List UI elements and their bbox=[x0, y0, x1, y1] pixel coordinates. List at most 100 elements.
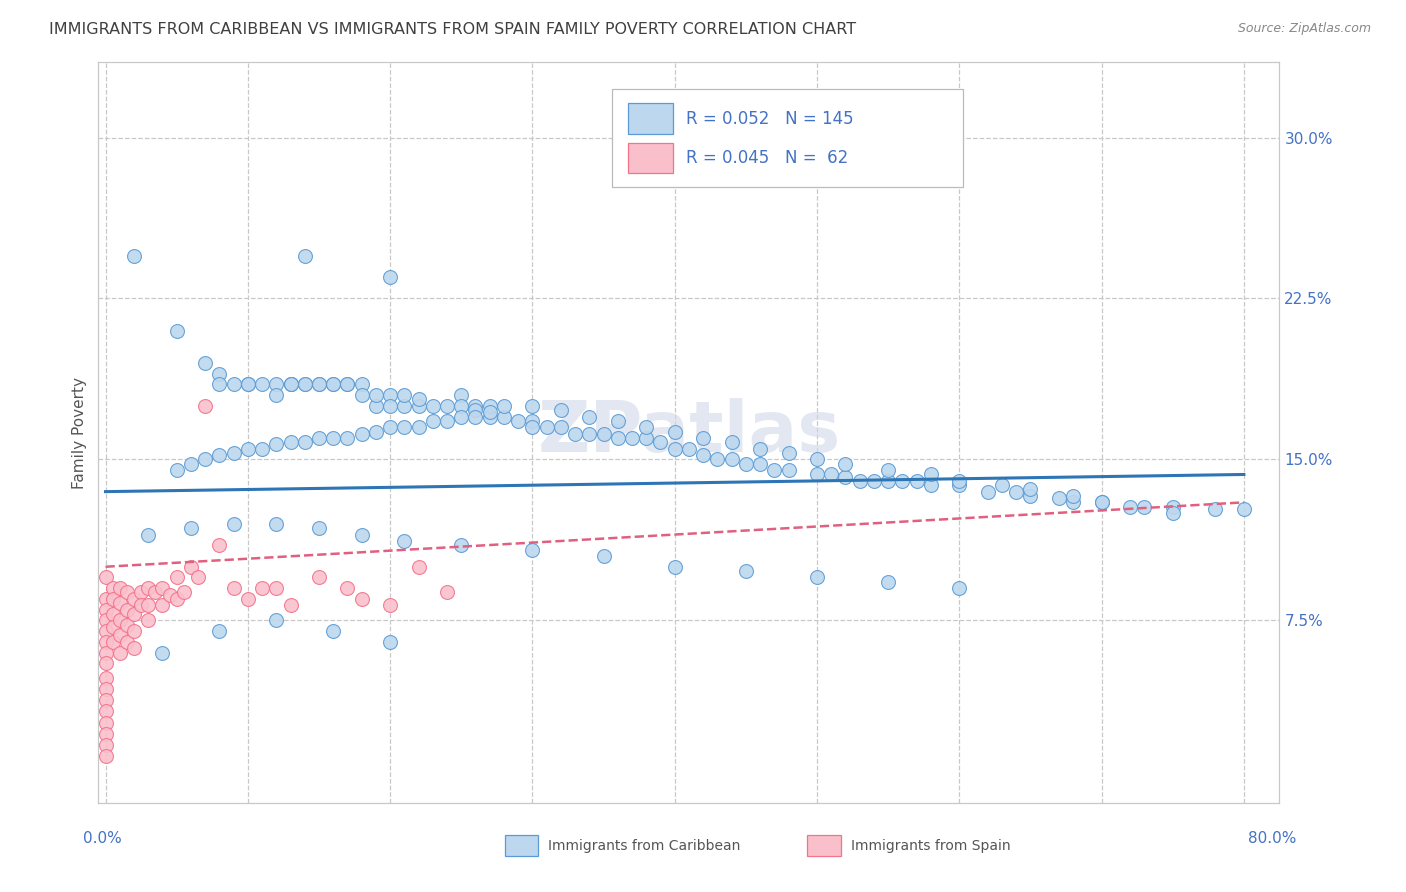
Point bbox=[778, 446, 800, 460]
Point bbox=[94, 738, 117, 752]
Point bbox=[478, 399, 501, 413]
Point bbox=[464, 403, 486, 417]
Point bbox=[720, 452, 742, 467]
Y-axis label: Family Poverty: Family Poverty bbox=[72, 376, 87, 489]
Point bbox=[492, 409, 515, 424]
Point bbox=[378, 388, 401, 402]
Point bbox=[948, 474, 970, 488]
Point bbox=[394, 420, 416, 434]
Point bbox=[1062, 489, 1084, 503]
Point bbox=[336, 377, 359, 392]
Text: R = 0.052   N = 145: R = 0.052 N = 145 bbox=[686, 110, 853, 128]
Point bbox=[364, 399, 387, 413]
Point bbox=[877, 474, 900, 488]
Point bbox=[122, 249, 145, 263]
Point bbox=[378, 420, 401, 434]
Point bbox=[94, 748, 117, 763]
Point bbox=[266, 516, 288, 531]
Point bbox=[350, 377, 373, 392]
Point bbox=[692, 448, 714, 462]
Point bbox=[578, 409, 600, 424]
Point bbox=[94, 704, 117, 718]
Point bbox=[522, 542, 544, 557]
Point bbox=[1062, 495, 1084, 509]
Point bbox=[848, 474, 870, 488]
Text: Immigrants from Spain: Immigrants from Spain bbox=[851, 838, 1011, 853]
Point bbox=[1090, 495, 1112, 509]
Point bbox=[136, 599, 159, 613]
Point bbox=[152, 646, 174, 660]
Point bbox=[364, 388, 387, 402]
Point bbox=[1005, 484, 1028, 499]
Point bbox=[208, 624, 231, 639]
Point bbox=[522, 399, 544, 413]
Point bbox=[94, 681, 117, 696]
Point bbox=[322, 624, 344, 639]
Point bbox=[522, 414, 544, 428]
Point bbox=[806, 467, 828, 482]
Point bbox=[280, 599, 302, 613]
Point bbox=[436, 399, 458, 413]
Text: 80.0%: 80.0% bbox=[1249, 831, 1296, 846]
Point bbox=[336, 431, 359, 445]
Point bbox=[180, 457, 202, 471]
Point bbox=[166, 324, 188, 338]
Point bbox=[350, 426, 373, 441]
Point bbox=[236, 591, 259, 606]
Point bbox=[94, 693, 117, 707]
Point bbox=[948, 478, 970, 492]
Point bbox=[664, 559, 686, 574]
Point bbox=[1090, 495, 1112, 509]
Point bbox=[222, 516, 245, 531]
Point bbox=[308, 377, 330, 392]
Point bbox=[166, 463, 188, 477]
Point bbox=[394, 399, 416, 413]
Point bbox=[94, 671, 117, 685]
Point bbox=[891, 474, 914, 488]
Point bbox=[508, 414, 530, 428]
Point bbox=[194, 356, 217, 370]
Point bbox=[820, 467, 842, 482]
Point bbox=[266, 614, 288, 628]
Point bbox=[350, 527, 373, 541]
Point bbox=[115, 585, 138, 599]
Point bbox=[322, 377, 344, 392]
Point bbox=[364, 425, 387, 439]
Point bbox=[143, 585, 166, 599]
Point bbox=[450, 409, 472, 424]
Point bbox=[706, 452, 728, 467]
Point bbox=[592, 426, 614, 441]
Point bbox=[129, 599, 152, 613]
Point bbox=[187, 570, 209, 584]
Point bbox=[948, 581, 970, 595]
Point bbox=[152, 581, 174, 595]
Point bbox=[450, 388, 472, 402]
Point bbox=[464, 409, 486, 424]
Point bbox=[1161, 500, 1184, 514]
Point bbox=[1161, 506, 1184, 520]
Point bbox=[173, 585, 195, 599]
Point bbox=[101, 607, 124, 621]
Point bbox=[322, 431, 344, 445]
Point bbox=[806, 570, 828, 584]
Point bbox=[806, 452, 828, 467]
Point bbox=[122, 591, 145, 606]
Point bbox=[350, 388, 373, 402]
Point bbox=[408, 420, 430, 434]
Point bbox=[222, 446, 245, 460]
Point bbox=[236, 442, 259, 456]
Point bbox=[749, 457, 772, 471]
Point bbox=[208, 367, 231, 381]
Point bbox=[266, 388, 288, 402]
Point bbox=[692, 431, 714, 445]
Point bbox=[522, 420, 544, 434]
Point bbox=[152, 599, 174, 613]
Point bbox=[280, 377, 302, 392]
Point bbox=[308, 431, 330, 445]
Point bbox=[115, 635, 138, 649]
Point bbox=[592, 549, 614, 563]
Point bbox=[280, 435, 302, 450]
Text: R = 0.045   N =  62: R = 0.045 N = 62 bbox=[686, 149, 848, 167]
Point bbox=[294, 377, 316, 392]
Point bbox=[250, 442, 273, 456]
